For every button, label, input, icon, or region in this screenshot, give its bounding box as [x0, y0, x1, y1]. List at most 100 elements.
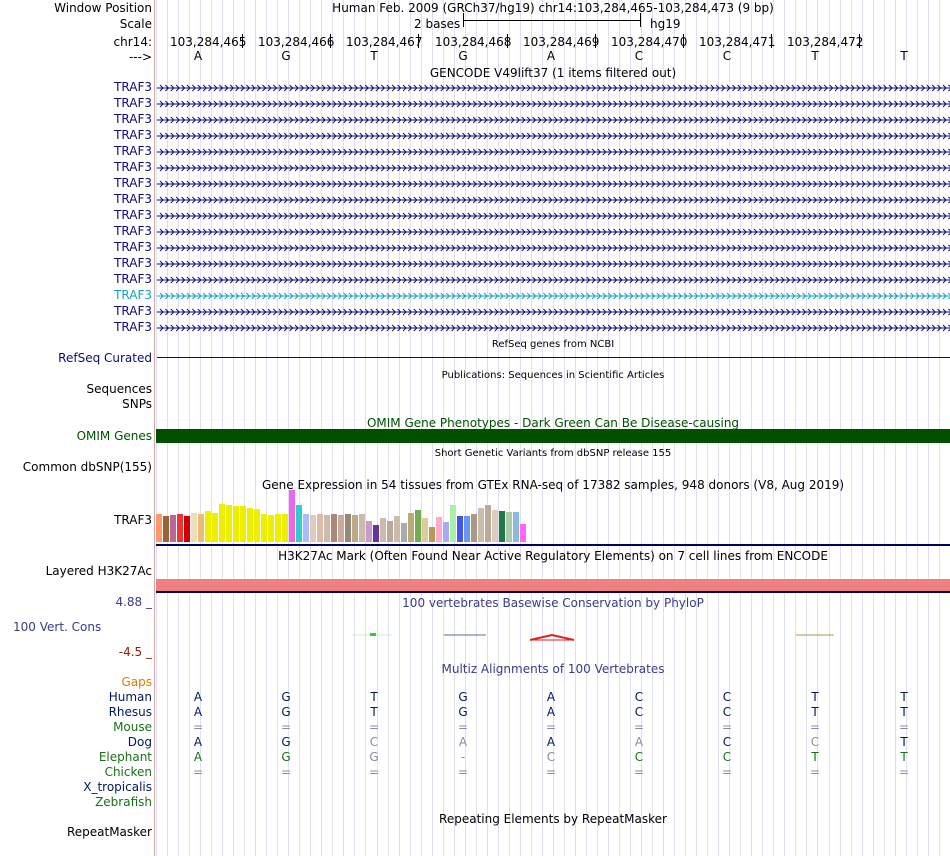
gencode-gene-track[interactable] — [157, 98, 950, 110]
gtex-bar[interactable] — [380, 518, 386, 542]
gtex-bar[interactable] — [219, 504, 225, 542]
gencode-gene-label[interactable]: TRAF3 — [114, 288, 152, 302]
gtex-bar-chart[interactable] — [156, 490, 950, 546]
gtex-bar[interactable] — [345, 514, 351, 542]
gtex-bar[interactable] — [156, 514, 162, 542]
gtex-bar[interactable] — [275, 514, 281, 542]
gtex-bar[interactable] — [268, 515, 274, 542]
gencode-gene-track[interactable] — [157, 242, 950, 254]
h3k27ac-signal[interactable] — [156, 579, 950, 592]
gencode-gene-track[interactable] — [157, 178, 950, 190]
omim-title[interactable]: OMIM Gene Phenotypes - Dark Green Can Be… — [366, 416, 740, 430]
gtex-label[interactable]: TRAF3 — [114, 513, 152, 527]
gencode-gene-label[interactable]: TRAF3 — [114, 128, 152, 142]
gencode-gene-track[interactable] — [157, 210, 950, 222]
gtex-bar[interactable] — [254, 509, 260, 542]
h3k27ac-title[interactable]: H3K27Ac Mark (Often Found Near Active Re… — [278, 549, 828, 563]
gencode-gene-label[interactable]: TRAF3 — [114, 160, 152, 174]
gtex-bar[interactable] — [191, 513, 197, 542]
gtex-bar[interactable] — [415, 510, 421, 542]
gencode-gene-track[interactable] — [157, 114, 950, 126]
gencode-gene-track[interactable] — [157, 194, 950, 206]
gtex-bar[interactable] — [429, 527, 435, 542]
gtex-bar[interactable] — [212, 513, 218, 542]
gtex-bar[interactable] — [177, 514, 183, 542]
gtex-bar[interactable] — [436, 517, 442, 542]
species-label[interactable]: X_tropicalis — [83, 780, 152, 794]
gtex-bar[interactable] — [303, 514, 309, 542]
phylop-signal[interactable] — [156, 628, 950, 644]
gencode-gene-track[interactable] — [157, 82, 950, 94]
gtex-bar[interactable] — [471, 514, 477, 542]
species-label[interactable]: Zebrafish — [95, 795, 152, 809]
gtex-bar[interactable] — [240, 506, 246, 542]
snps-label[interactable]: SNPs — [122, 397, 152, 411]
gtex-bar[interactable] — [184, 516, 190, 542]
gencode-gene-label[interactable]: TRAF3 — [114, 320, 152, 334]
sequences-label[interactable]: Sequences — [86, 382, 152, 396]
h3k27ac-label[interactable]: Layered H3K27Ac — [45, 564, 152, 578]
gencode-gene-label[interactable]: TRAF3 — [114, 80, 152, 94]
omim-feature[interactable] — [156, 429, 950, 443]
refseq-label[interactable]: RefSeq Curated — [58, 351, 152, 365]
gtex-bar[interactable] — [499, 511, 505, 542]
gencode-gene-label[interactable]: TRAF3 — [114, 144, 152, 158]
dbsnp-label[interactable]: Common dbSNP(155) — [22, 460, 152, 474]
species-label[interactable]: Rhesus — [108, 705, 152, 719]
gencode-title[interactable]: GENCODE V49lift37 (1 items filtered out) — [429, 66, 677, 80]
gencode-gene-label[interactable]: TRAF3 — [114, 272, 152, 286]
species-label[interactable]: Dog — [127, 735, 152, 749]
gtex-bar[interactable] — [450, 505, 456, 542]
gtex-bar[interactable] — [394, 516, 400, 542]
gtex-bar[interactable] — [387, 521, 393, 542]
gtex-bar[interactable] — [296, 505, 302, 542]
gencode-gene-track[interactable] — [157, 290, 950, 302]
phylop-title[interactable]: 100 vertebrates Basewise Conservation by… — [402, 596, 704, 610]
gencode-gene-label[interactable]: TRAF3 — [114, 96, 152, 110]
gtex-bar[interactable] — [422, 518, 428, 542]
gencode-gene-label[interactable]: TRAF3 — [114, 304, 152, 318]
gtex-bar[interactable] — [443, 522, 449, 542]
gencode-gene-label[interactable]: TRAF3 — [114, 192, 152, 206]
gtex-bar[interactable] — [373, 525, 379, 542]
gtex-bar[interactable] — [317, 514, 323, 542]
gencode-gene-label[interactable]: TRAF3 — [114, 208, 152, 222]
gencode-gene-label[interactable]: TRAF3 — [114, 224, 152, 238]
multiz-title[interactable]: Multiz Alignments of 100 Vertebrates — [441, 662, 665, 676]
gtex-bar[interactable] — [324, 515, 330, 542]
gtex-bar[interactable] — [233, 506, 239, 542]
gencode-gene-track[interactable] — [157, 274, 950, 286]
gtex-bar[interactable] — [401, 523, 407, 542]
gtex-bar[interactable] — [520, 524, 526, 542]
phylop-label[interactable]: 100 Vert. Cons — [13, 620, 102, 634]
gtex-bar[interactable] — [338, 515, 344, 542]
gtex-title[interactable]: Gene Expression in 54 tissues from GTEx … — [261, 478, 845, 492]
gtex-bar[interactable] — [478, 508, 484, 542]
gtex-bar[interactable] — [352, 515, 358, 542]
gtex-bar[interactable] — [282, 514, 288, 542]
gencode-gene-label[interactable]: TRAF3 — [114, 240, 152, 254]
gtex-bar[interactable] — [485, 505, 491, 542]
gtex-bar[interactable] — [513, 512, 519, 542]
gencode-gene-track[interactable] — [157, 162, 950, 174]
gtex-bar[interactable] — [359, 514, 365, 542]
refseq-title[interactable]: RefSeq genes from NCBI — [491, 339, 615, 350]
gencode-gene-label[interactable]: TRAF3 — [114, 112, 152, 126]
gtex-bar[interactable] — [247, 508, 253, 542]
omim-label[interactable]: OMIM Genes — [76, 429, 152, 443]
refseq-track-line[interactable] — [157, 357, 950, 358]
gaps-label[interactable]: Gaps — [121, 675, 152, 689]
dbsnp-title[interactable]: Short Genetic Variants from dbSNP releas… — [434, 448, 672, 459]
gencode-gene-label[interactable]: TRAF3 — [114, 256, 152, 270]
gtex-bar[interactable] — [198, 514, 204, 542]
gtex-bar[interactable] — [506, 512, 512, 542]
gtex-bar[interactable] — [408, 513, 414, 542]
gtex-bar[interactable] — [163, 516, 169, 542]
gtex-bar[interactable] — [492, 510, 498, 542]
gencode-gene-track[interactable] — [157, 130, 950, 142]
species-label[interactable]: Human — [108, 690, 152, 704]
gtex-bar[interactable] — [464, 516, 470, 542]
gtex-bar[interactable] — [331, 514, 337, 542]
gtex-bar[interactable] — [289, 490, 295, 542]
gencode-gene-track[interactable] — [157, 146, 950, 158]
